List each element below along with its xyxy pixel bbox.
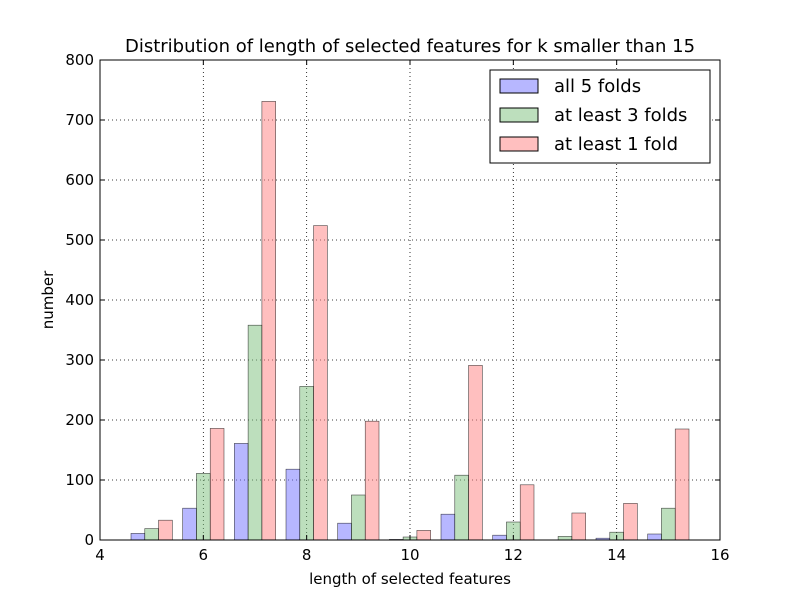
bar-at-least-1-fold-10	[416, 530, 431, 541]
bar-at-least-1-fold-5	[158, 519, 173, 541]
x-tick-label: 16	[710, 546, 729, 564]
x-tick-label: 14	[607, 546, 626, 564]
x-tick-label: 4	[95, 546, 105, 564]
bar-at-least-3-folds-13	[557, 536, 573, 541]
bar-at-least-3-folds-5	[144, 528, 159, 541]
y-tick-label: 0	[84, 531, 94, 549]
legend-label-at-least-3-folds: at least 3 folds	[554, 105, 687, 126]
x-axis-label: length of selected features	[309, 570, 511, 588]
bar-at-least-1-fold-13	[571, 512, 586, 541]
bars	[130, 101, 690, 541]
x-tick-label: 8	[302, 546, 312, 564]
chart-title: Distribution of length of selected featu…	[125, 36, 695, 57]
y-tick-label: 200	[65, 411, 94, 429]
ticks: 4 6 8 10 12 14 16 0 100 200 300 400 500 600 700 800	[65, 51, 729, 564]
bar-at-least-1-fold-15	[674, 428, 690, 541]
bar-all-5-folds-7	[234, 443, 249, 541]
bar-at-least-3-folds-7	[247, 324, 263, 541]
y-tick-label: 700	[65, 111, 94, 129]
bar-at-least-3-folds-15	[661, 507, 676, 541]
bar-all-5-folds-11	[440, 513, 456, 541]
bar-all-5-folds-15	[647, 533, 662, 541]
legend-label-all-5-folds: all 5 folds	[554, 76, 641, 97]
x-tick-label: 6	[199, 546, 209, 564]
bar-at-least-3-folds-9	[351, 494, 366, 541]
bar-at-least-1-fold-11	[468, 365, 483, 541]
bar-at-least-3-folds-8	[299, 386, 314, 541]
bar-at-least-1-fold-12	[519, 484, 535, 541]
bar-at-least-3-folds-6	[196, 473, 211, 541]
y-tick-label: 400	[65, 291, 94, 309]
bar-at-least-3-folds-11	[454, 474, 469, 541]
legend-swatch-at-least-3-folds	[499, 107, 539, 123]
y-axis-label: number	[39, 270, 57, 329]
bar-at-least-1-fold-8	[313, 225, 328, 541]
bar-at-least-1-fold-6	[209, 428, 225, 541]
bar-all-5-folds-12	[492, 534, 507, 541]
x-tick-label: 12	[504, 546, 523, 564]
bar-all-5-folds-9	[337, 522, 352, 541]
legend-swatch-at-least-1-fold	[499, 136, 539, 152]
legend: all 5 folds at least 3 folds at least 1 …	[489, 69, 711, 164]
y-tick-label: 500	[65, 231, 94, 249]
bar-at-least-1-fold-14	[623, 503, 638, 541]
y-tick-label: 300	[65, 351, 94, 369]
bar-at-least-1-fold-9	[364, 420, 380, 541]
y-tick-label: 800	[65, 51, 94, 69]
bar-at-least-1-fold-7	[261, 101, 276, 541]
bar-all-5-folds-8	[285, 468, 301, 541]
y-tick-label: 600	[65, 171, 94, 189]
legend-label-at-least-1-fold: at least 1 fold	[554, 134, 678, 155]
x-tick-label: 10	[400, 546, 419, 564]
y-tick-label: 100	[65, 471, 94, 489]
bar-all-5-folds-6	[182, 507, 197, 541]
legend-swatch-all-5-folds	[499, 78, 539, 94]
bar-all-5-folds-5	[130, 533, 146, 541]
